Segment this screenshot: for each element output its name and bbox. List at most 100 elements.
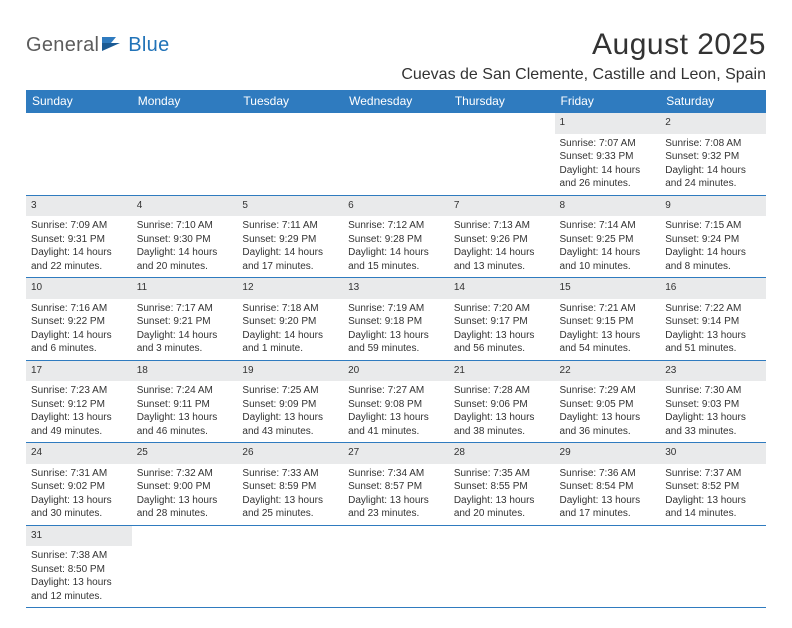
detail-line-sunrise: Sunrise: 7:36 AM (560, 467, 656, 481)
day-number-cell: 8 (555, 195, 661, 216)
detail-line-sunrise: Sunrise: 7:32 AM (137, 467, 233, 481)
day-number-row: 3456789 (26, 195, 766, 216)
day-number-cell: 3 (26, 195, 132, 216)
day-number-cell (237, 113, 343, 134)
detail-line-sunset: Sunset: 9:03 PM (665, 398, 761, 412)
day-detail-cell: Sunrise: 7:28 AMSunset: 9:06 PMDaylight:… (449, 381, 555, 443)
detail-line-day2: and 8 minutes. (665, 260, 761, 274)
detail-line-sunrise: Sunrise: 7:10 AM (137, 219, 233, 233)
weekday-header: Monday (132, 90, 238, 113)
detail-line-sunset: Sunset: 9:18 PM (348, 315, 444, 329)
detail-line-sunrise: Sunrise: 7:28 AM (454, 384, 550, 398)
day-detail-cell: Sunrise: 7:14 AMSunset: 9:25 PMDaylight:… (555, 216, 661, 278)
detail-line-day2: and 49 minutes. (31, 425, 127, 439)
detail-line-day1: Daylight: 13 hours (348, 494, 444, 508)
day-number-cell: 17 (26, 360, 132, 381)
detail-line-day1: Daylight: 13 hours (665, 411, 761, 425)
day-detail-cell: Sunrise: 7:24 AMSunset: 9:11 PMDaylight:… (132, 381, 238, 443)
day-number-cell (132, 113, 238, 134)
day-detail-cell (343, 134, 449, 196)
detail-line-day1: Daylight: 13 hours (137, 411, 233, 425)
detail-line-day2: and 23 minutes. (348, 507, 444, 521)
day-number-cell (449, 113, 555, 134)
weekday-header: Friday (555, 90, 661, 113)
detail-line-sunset: Sunset: 9:05 PM (560, 398, 656, 412)
location: Cuevas de San Clemente, Castille and Leo… (401, 66, 766, 84)
day-detail-cell: Sunrise: 7:12 AMSunset: 9:28 PMDaylight:… (343, 216, 449, 278)
detail-line-sunset: Sunset: 9:22 PM (31, 315, 127, 329)
detail-line-day1: Daylight: 14 hours (31, 246, 127, 260)
detail-line-day2: and 10 minutes. (560, 260, 656, 274)
detail-line-sunset: Sunset: 9:21 PM (137, 315, 233, 329)
detail-line-day2: and 1 minute. (242, 342, 338, 356)
detail-line-day1: Daylight: 14 hours (665, 164, 761, 178)
day-detail-cell: Sunrise: 7:15 AMSunset: 9:24 PMDaylight:… (660, 216, 766, 278)
day-number-row: 12 (26, 113, 766, 134)
day-number-cell: 7 (449, 195, 555, 216)
detail-line-sunrise: Sunrise: 7:33 AM (242, 467, 338, 481)
day-detail-cell: Sunrise: 7:32 AMSunset: 9:00 PMDaylight:… (132, 464, 238, 526)
day-number-cell: 16 (660, 278, 766, 299)
detail-line-sunset: Sunset: 8:54 PM (560, 480, 656, 494)
day-detail-cell: Sunrise: 7:16 AMSunset: 9:22 PMDaylight:… (26, 299, 132, 361)
calendar-page: General Blue August 2025 Cuevas de San C… (0, 0, 792, 628)
day-detail-row: Sunrise: 7:07 AMSunset: 9:33 PMDaylight:… (26, 134, 766, 196)
detail-line-sunset: Sunset: 9:33 PM (560, 150, 656, 164)
detail-line-day2: and 24 minutes. (665, 177, 761, 191)
day-number-cell: 5 (237, 195, 343, 216)
calendar-body: 12 Sunrise: 7:07 AMSunset: 9:33 PMDaylig… (26, 113, 766, 608)
detail-line-day2: and 6 minutes. (31, 342, 127, 356)
detail-line-day1: Daylight: 14 hours (560, 246, 656, 260)
day-detail-cell: Sunrise: 7:37 AMSunset: 8:52 PMDaylight:… (660, 464, 766, 526)
day-number-row: 17181920212223 (26, 360, 766, 381)
weekday-header: Sunday (26, 90, 132, 113)
day-detail-cell: Sunrise: 7:13 AMSunset: 9:26 PMDaylight:… (449, 216, 555, 278)
day-number-row: 24252627282930 (26, 443, 766, 464)
detail-line-sunset: Sunset: 9:15 PM (560, 315, 656, 329)
day-number-cell: 27 (343, 443, 449, 464)
detail-line-sunrise: Sunrise: 7:19 AM (348, 302, 444, 316)
day-number-cell: 19 (237, 360, 343, 381)
weekday-header: Thursday (449, 90, 555, 113)
detail-line-day1: Daylight: 13 hours (348, 411, 444, 425)
day-detail-cell: Sunrise: 7:36 AMSunset: 8:54 PMDaylight:… (555, 464, 661, 526)
detail-line-day2: and 41 minutes. (348, 425, 444, 439)
day-detail-cell (449, 546, 555, 608)
day-detail-cell: Sunrise: 7:38 AMSunset: 8:50 PMDaylight:… (26, 546, 132, 608)
detail-line-sunset: Sunset: 9:24 PM (665, 233, 761, 247)
detail-line-day1: Daylight: 14 hours (137, 329, 233, 343)
day-number-cell: 28 (449, 443, 555, 464)
detail-line-sunset: Sunset: 8:57 PM (348, 480, 444, 494)
detail-line-day1: Daylight: 13 hours (454, 329, 550, 343)
day-number-cell (449, 525, 555, 546)
detail-line-day2: and 51 minutes. (665, 342, 761, 356)
detail-line-day2: and 54 minutes. (560, 342, 656, 356)
detail-line-day1: Daylight: 13 hours (242, 411, 338, 425)
day-number-cell: 30 (660, 443, 766, 464)
day-number-cell (132, 525, 238, 546)
day-detail-cell: Sunrise: 7:22 AMSunset: 9:14 PMDaylight:… (660, 299, 766, 361)
detail-line-sunrise: Sunrise: 7:34 AM (348, 467, 444, 481)
detail-line-day2: and 22 minutes. (31, 260, 127, 274)
detail-line-day2: and 17 minutes. (560, 507, 656, 521)
detail-line-sunrise: Sunrise: 7:13 AM (454, 219, 550, 233)
detail-line-day1: Daylight: 13 hours (454, 494, 550, 508)
detail-line-day2: and 15 minutes. (348, 260, 444, 274)
detail-line-sunrise: Sunrise: 7:18 AM (242, 302, 338, 316)
detail-line-sunrise: Sunrise: 7:21 AM (560, 302, 656, 316)
detail-line-sunrise: Sunrise: 7:35 AM (454, 467, 550, 481)
day-detail-cell: Sunrise: 7:07 AMSunset: 9:33 PMDaylight:… (555, 134, 661, 196)
detail-line-day1: Daylight: 13 hours (242, 494, 338, 508)
detail-line-day1: Daylight: 13 hours (560, 411, 656, 425)
detail-line-day2: and 20 minutes. (137, 260, 233, 274)
day-number-cell (237, 525, 343, 546)
detail-line-sunset: Sunset: 9:17 PM (454, 315, 550, 329)
day-number-cell: 20 (343, 360, 449, 381)
detail-line-day1: Daylight: 13 hours (137, 494, 233, 508)
day-detail-cell (132, 134, 238, 196)
detail-line-day2: and 56 minutes. (454, 342, 550, 356)
day-number-cell: 2 (660, 113, 766, 134)
day-detail-cell: Sunrise: 7:20 AMSunset: 9:17 PMDaylight:… (449, 299, 555, 361)
day-detail-cell (555, 546, 661, 608)
day-number-cell: 13 (343, 278, 449, 299)
